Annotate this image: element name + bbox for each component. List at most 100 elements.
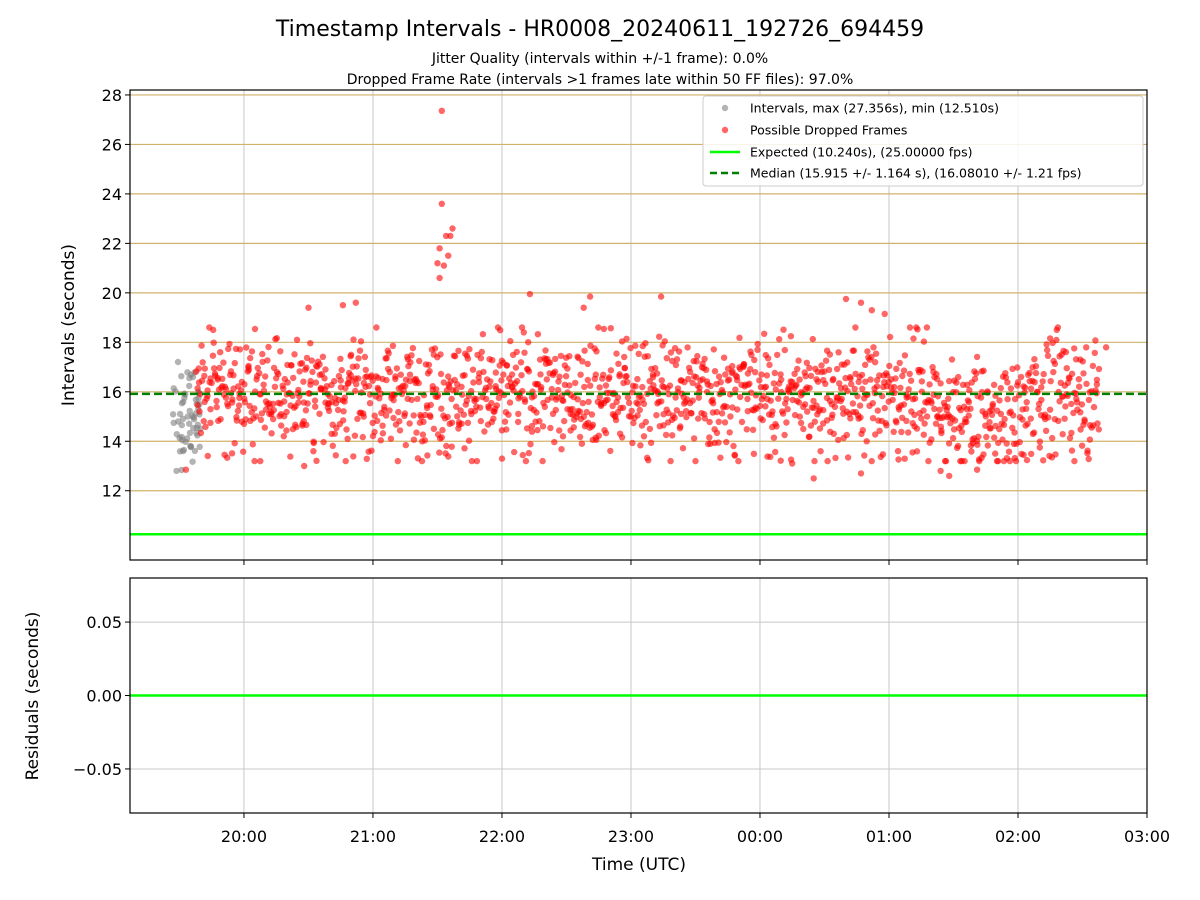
- dropped-frame-point: [552, 406, 559, 414]
- dropped-frame-point: [673, 356, 681, 363]
- dropped-frame-point: [973, 370, 980, 377]
- dropped-frame-point: [673, 407, 680, 414]
- dropped-frame-point: [859, 427, 866, 434]
- dropped-frame-point: [371, 428, 378, 436]
- intervals-y-tick-label: 14: [102, 432, 122, 451]
- dropped-frame-point: [746, 380, 753, 387]
- dropped-frame-point: [258, 410, 266, 417]
- dropped-frame-point: [621, 353, 628, 361]
- dropped-frame-point: [410, 412, 417, 419]
- dropped-frame-point: [797, 419, 805, 427]
- x-tick-label: 20:00: [221, 827, 267, 846]
- dropped-frame-point: [606, 374, 613, 381]
- dropped-frame-point: [992, 450, 999, 457]
- dropped-frame-point: [228, 450, 236, 457]
- dropped-frame-point: [584, 376, 591, 384]
- dropped-frame-point: [844, 454, 852, 461]
- dropped-frame-point: [505, 411, 512, 418]
- dropped-frame-point: [772, 448, 779, 456]
- dropped-frame-point: [923, 324, 931, 331]
- dropped-frame-point: [355, 375, 362, 382]
- dropped-frame-point: [379, 422, 386, 429]
- dropped-frame-point: [713, 408, 720, 416]
- dropped-frame-point: [438, 200, 445, 207]
- dropped-frame-point: [224, 454, 231, 461]
- dropped-frame-point: [869, 400, 876, 407]
- dropped-frame-point: [1044, 346, 1051, 354]
- dropped-frame-point: [589, 421, 597, 428]
- dropped-frame-point: [1093, 376, 1101, 383]
- dropped-frame-point: [624, 394, 632, 401]
- legend-label-median: Median (15.915 +/- 1.164 s), (16.08010 +…: [750, 166, 1081, 181]
- dropped-frame-point: [607, 325, 614, 332]
- dropped-frame-point: [353, 363, 360, 370]
- dropped-frame-point: [556, 373, 563, 380]
- dropped-frame-point: [889, 396, 896, 403]
- dropped-frame-point: [661, 338, 668, 345]
- dropped-frame-point: [740, 360, 748, 368]
- dropped-frame-point: [822, 357, 830, 364]
- dropped-frame-point: [574, 396, 581, 403]
- dropped-frame-point: [1022, 405, 1030, 412]
- dropped-frame-point: [1021, 384, 1029, 391]
- dropped-frame-point: [226, 340, 233, 348]
- dropped-frame-point: [736, 334, 743, 341]
- dropped-frame-point: [692, 457, 699, 465]
- dropped-frame-point: [640, 400, 648, 408]
- dropped-frame-point: [259, 358, 266, 366]
- dropped-frame-point: [876, 427, 883, 434]
- dropped-frame-point: [863, 438, 870, 445]
- dropped-frame-point: [612, 416, 620, 424]
- dropped-frame-point: [270, 415, 277, 423]
- interval-point: [196, 443, 203, 450]
- dropped-frame-point: [953, 389, 960, 396]
- dropped-frame-point: [410, 436, 418, 443]
- interval-point: [191, 447, 199, 455]
- dropped-frame-point: [1042, 427, 1050, 434]
- dropped-frame-point: [386, 407, 393, 414]
- dropped-frame-point: [580, 304, 587, 311]
- dropped-frame-point: [842, 295, 850, 303]
- dropped-frame-point: [390, 414, 397, 422]
- dropped-frame-point: [809, 335, 816, 343]
- dropped-frame-point: [826, 351, 834, 358]
- dropped-frame-point: [1089, 362, 1097, 370]
- dropped-frame-point: [580, 413, 587, 420]
- dropped-frame-point: [313, 457, 320, 464]
- dropped-frame-point: [779, 410, 787, 417]
- dropped-frame-point: [342, 457, 349, 465]
- dropped-frame-point: [595, 324, 602, 331]
- dropped-frame-point: [602, 382, 610, 389]
- dropped-frame-point: [996, 425, 1003, 433]
- dropped-frame-point: [621, 365, 628, 372]
- dropped-frame-point: [898, 428, 905, 436]
- dropped-frame-point: [453, 403, 460, 410]
- dropped-frame-point: [436, 274, 443, 282]
- dropped-frame-point: [287, 453, 294, 460]
- dropped-frame-point: [581, 383, 588, 391]
- dropped-frame-point: [525, 449, 532, 457]
- dropped-frame-point: [729, 362, 736, 370]
- dropped-frame-point: [1030, 429, 1038, 436]
- dropped-frame-point: [350, 453, 357, 460]
- dropped-frame-point: [730, 442, 737, 450]
- dropped-frame-point: [461, 445, 468, 452]
- dropped-frame-point: [710, 346, 717, 353]
- dropped-frame-point: [856, 402, 864, 409]
- dropped-frame-point: [695, 394, 702, 401]
- dropped-frame-point: [394, 457, 401, 465]
- dropped-frame-point: [811, 418, 818, 425]
- dropped-frame-point: [570, 424, 577, 431]
- dropped-frame-point: [445, 252, 452, 259]
- dropped-frame-point: [1031, 356, 1038, 363]
- dropped-frame-point: [1023, 399, 1030, 406]
- dropped-frame-point: [1026, 369, 1033, 376]
- dropped-frame-point: [595, 432, 602, 439]
- dropped-frame-point: [202, 423, 209, 430]
- dropped-frame-point: [904, 393, 912, 400]
- dropped-frame-point: [660, 411, 667, 418]
- dropped-frame-point: [723, 403, 730, 410]
- dropped-frame-point: [362, 366, 369, 374]
- interval-point: [192, 396, 200, 403]
- dropped-frame-point: [619, 404, 627, 411]
